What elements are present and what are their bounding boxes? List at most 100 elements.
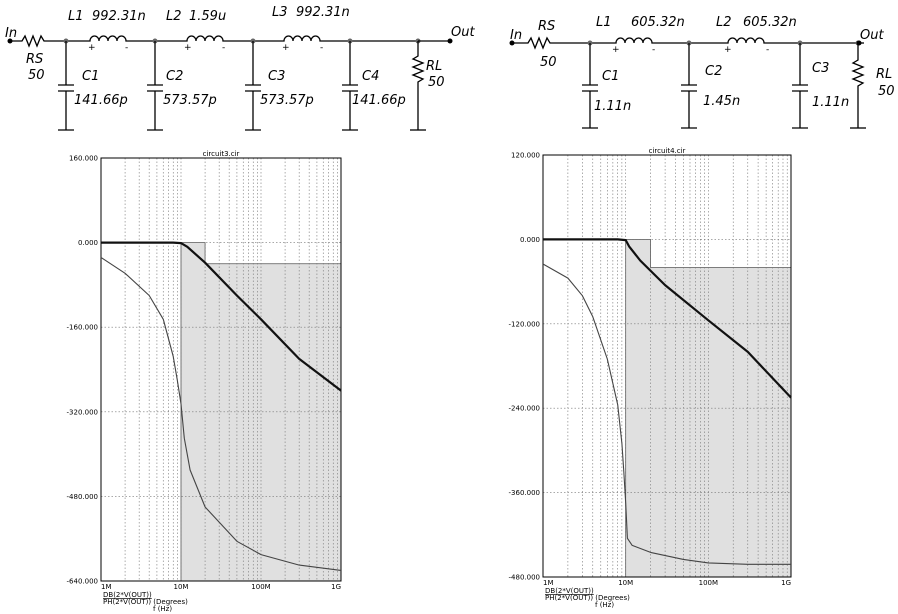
schematic-left: In RS 50 + - L1 992.31n + - L2 1.59u + -… <box>5 5 475 131</box>
capacitor-c1-name: C1 <box>602 69 619 84</box>
capacitor-c2 <box>147 38 163 131</box>
capacitor-c3 <box>792 40 808 129</box>
load-resistor-value: 50 <box>428 75 445 90</box>
input-label: In <box>5 26 17 41</box>
inductor-l1-plus: + <box>612 45 620 55</box>
load-resistor <box>850 40 866 129</box>
y-tick-label: 0.000 <box>520 236 540 244</box>
legend-magnitude: DB(2*V(OUT)) <box>103 591 152 599</box>
inductor-l1-minus: - <box>652 45 655 55</box>
capacitor-c1 <box>582 40 598 129</box>
inductor-l1 <box>590 37 689 44</box>
y-tick-label: -360.000 <box>509 489 540 497</box>
x-tick-label: 10M <box>618 579 633 587</box>
y-tick-label: -480.000 <box>67 493 98 501</box>
inductor-l2 <box>689 37 858 44</box>
x-axis-label: f (Hz) <box>153 605 172 613</box>
x-tick-label: 100M <box>251 583 270 591</box>
capacitor-c2-value: 573.57p <box>163 93 217 108</box>
x-tick-label: 10M <box>174 583 189 591</box>
inductor-l2 <box>155 35 253 42</box>
x-tick-label: 1G <box>781 579 791 587</box>
inductor-l1 <box>66 35 155 42</box>
capacitor-c3 <box>245 38 261 131</box>
inductor-l1-value: 605.32n <box>631 15 685 30</box>
series-phase-line <box>542 263 791 565</box>
capacitor-c2-value: 1.45n <box>703 94 740 109</box>
capacitor-c3-value: 1.11n <box>812 95 849 110</box>
y-tick-label: -120.000 <box>509 320 540 328</box>
capacitor-c1-value: 1.11n <box>594 99 631 114</box>
capacitor-c3-name: C3 <box>812 61 829 76</box>
y-tick-label: 160.000 <box>69 155 98 163</box>
plot-frame <box>100 157 342 582</box>
inductor-l2-plus: + <box>184 43 192 53</box>
capacitor-c3-value: 573.57p <box>260 93 314 108</box>
inductor-l2-plus: + <box>724 45 732 55</box>
inductor-l3-value: 992.31n <box>296 5 350 20</box>
inductor-l2-value: 605.32n <box>743 15 797 30</box>
legend-magnitude: DB(2*V(OUT)) <box>545 587 594 595</box>
output-node <box>447 38 453 44</box>
series-phase-line <box>100 256 342 571</box>
inductor-l1-plus: + <box>88 43 96 53</box>
x-tick-label: 1M <box>101 583 112 591</box>
capacitor-c4-name: C4 <box>362 69 379 84</box>
y-tick-label: -160.000 <box>67 324 98 332</box>
series-magnitude-line <box>543 238 792 399</box>
input-label: In <box>510 28 522 43</box>
inductor-l2-name: L2 <box>716 15 732 30</box>
inductor-l2-minus: - <box>222 43 225 53</box>
output-label: Out <box>451 25 475 40</box>
y-tick-label: 120.000 <box>511 152 540 160</box>
chart-title: circuit3.cir <box>203 150 240 158</box>
inductor-l1-name: L1 <box>596 15 612 30</box>
inductor-l2-name: L2 <box>166 9 182 24</box>
output-node <box>856 40 862 46</box>
schematic-right: In RS 50 + - L1 605.32n + - L2 605.32n C… <box>509 15 895 129</box>
capacitor-c4 <box>342 38 358 131</box>
y-tick-label: -640.000 <box>67 578 98 586</box>
capacitor-c1-value: 141.66p <box>74 93 128 108</box>
source-resistor-name: RS <box>538 19 555 34</box>
load-resistor <box>410 38 426 131</box>
stopband-mask <box>650 267 791 577</box>
capacitor-c1 <box>58 38 74 131</box>
chart-title: circuit4.cir <box>649 147 686 155</box>
output-label: Out <box>860 28 884 43</box>
y-tick-label: -480.000 <box>509 574 540 582</box>
source-resistor <box>10 34 66 48</box>
source-resistor-name: RS <box>26 52 43 67</box>
capacitor-c1-name: C1 <box>82 69 99 84</box>
inductor-l1-name: L1 <box>68 9 84 24</box>
capacitor-c4-value: 141.66p <box>352 93 406 108</box>
source-resistor-value: 50 <box>540 55 557 70</box>
chart-circuit4: 120.000 0.000 -120.000 -240.000 -360.000 -480… <box>509 147 792 609</box>
inductor-l3 <box>253 35 418 42</box>
inductor-l2-minus: - <box>766 45 769 55</box>
stopband-mask <box>205 263 341 581</box>
x-axis-label: f (Hz) <box>595 601 614 609</box>
y-tick-label: 0.000 <box>78 239 98 247</box>
legend-phase: PH(2*V(OUT)) (Degrees) <box>545 594 630 602</box>
capacitor-c3-name: C3 <box>268 69 285 84</box>
load-resistor-name: RL <box>426 59 442 74</box>
x-tick-label: 1G <box>331 583 341 591</box>
load-resistor-name: RL <box>876 67 892 82</box>
inductor-l3-minus: - <box>320 43 323 53</box>
y-tick-label: -240.000 <box>509 405 540 413</box>
plot-frame <box>542 154 792 578</box>
x-tick-label: 100M <box>699 579 718 587</box>
chart-circuit3: 160.000 0.000 -160.000 -320.000 -480.000 -640… <box>67 150 342 613</box>
capacitor-c2-name: C2 <box>166 69 183 84</box>
inductor-l1-minus: - <box>125 43 128 53</box>
inductor-l3-name: L3 <box>272 5 288 20</box>
capacitor-c2 <box>681 40 697 129</box>
legend-phase: PH(2*V(OUT)) (Degrees) <box>103 598 188 606</box>
inductor-l1-value: 992.31n <box>92 9 146 24</box>
y-tick-label: -320.000 <box>67 408 98 416</box>
inductor-l3-plus: + <box>282 43 290 53</box>
capacitor-c2-name: C2 <box>705 64 722 79</box>
source-resistor-value: 50 <box>28 68 45 83</box>
